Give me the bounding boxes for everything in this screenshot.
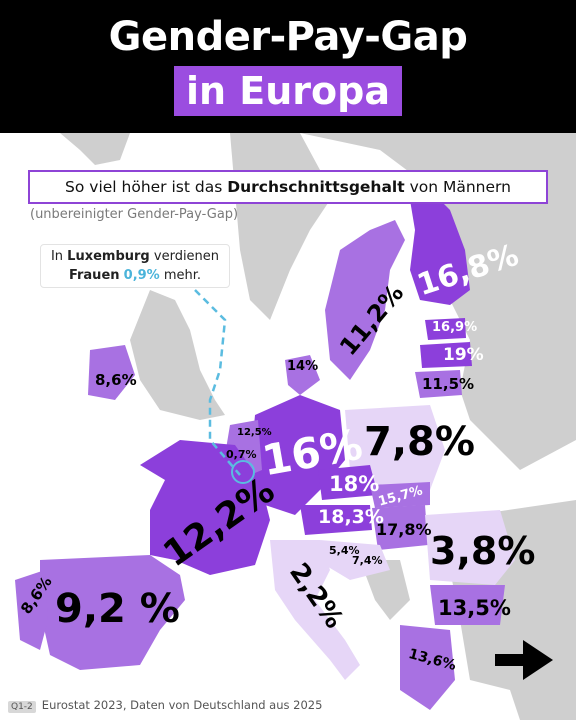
romania-shape [425,510,515,585]
luxembourg-marker [231,460,255,484]
bulgaria-shape [430,585,505,625]
source-badge: Q1-2 [8,701,36,713]
subtitle: So viel höher ist das Durchschnittsgehal… [28,170,548,204]
greece-shape [400,625,455,710]
estonia-shape [425,318,466,340]
europe-map [15,133,576,720]
label-poland: 7,8% [364,419,475,465]
hungary-shape [372,505,428,550]
label-czechia: 18% [329,472,380,496]
label-estonia: 16,9% [432,320,478,335]
finland-shape [410,190,470,305]
source-note: Q1-2 Eurostat 2023, Daten von Deutschland… [8,698,322,713]
spain-shape [40,555,185,670]
latvia-shape [420,342,472,368]
label-hungary: 17,8% [376,520,432,539]
slovakia-shape [370,482,430,508]
page-title: Gender-Pay-Gap [108,14,468,60]
luxembourg-callout: In Luxemburg verdienen Frauen 0,9% mehr. [40,244,230,288]
slovenia-croatia-shape [320,540,390,580]
portugal-shape [15,570,48,650]
label-croatia: 7,4% [352,554,383,567]
lithuania-shape [415,370,462,398]
page-title-highlight: in Europa [173,66,402,116]
label-denmark: 14% [287,359,319,374]
label-ireland: 8,6% [95,371,137,389]
denmark-shape [285,355,320,395]
luxembourg-connector [194,289,241,476]
ireland-shape [88,345,135,400]
label-slovenia: 5,4% [329,544,360,557]
sweden-shape [325,220,405,380]
italy-shape [270,540,360,680]
label-romania: 3,8% [430,529,536,573]
label-netherlands: 12,5% [237,427,272,438]
label-latvia: 19% [443,345,484,365]
czechia-shape [318,465,378,500]
label-lithuania: 11,5% [422,375,475,393]
arrow-right-icon [495,640,553,680]
label-spain: 9,2 % [55,586,180,632]
label-bulgaria: 13,5% [438,596,511,620]
label-belgium: 0,7% [226,448,257,461]
subtitle-note: (unbereinigter Gender-Pay-Gap) [30,207,239,222]
header: Gender-Pay-Gap in Europa [0,0,576,133]
label-austria: 18,3% [318,506,384,528]
austria-shape [300,505,372,535]
